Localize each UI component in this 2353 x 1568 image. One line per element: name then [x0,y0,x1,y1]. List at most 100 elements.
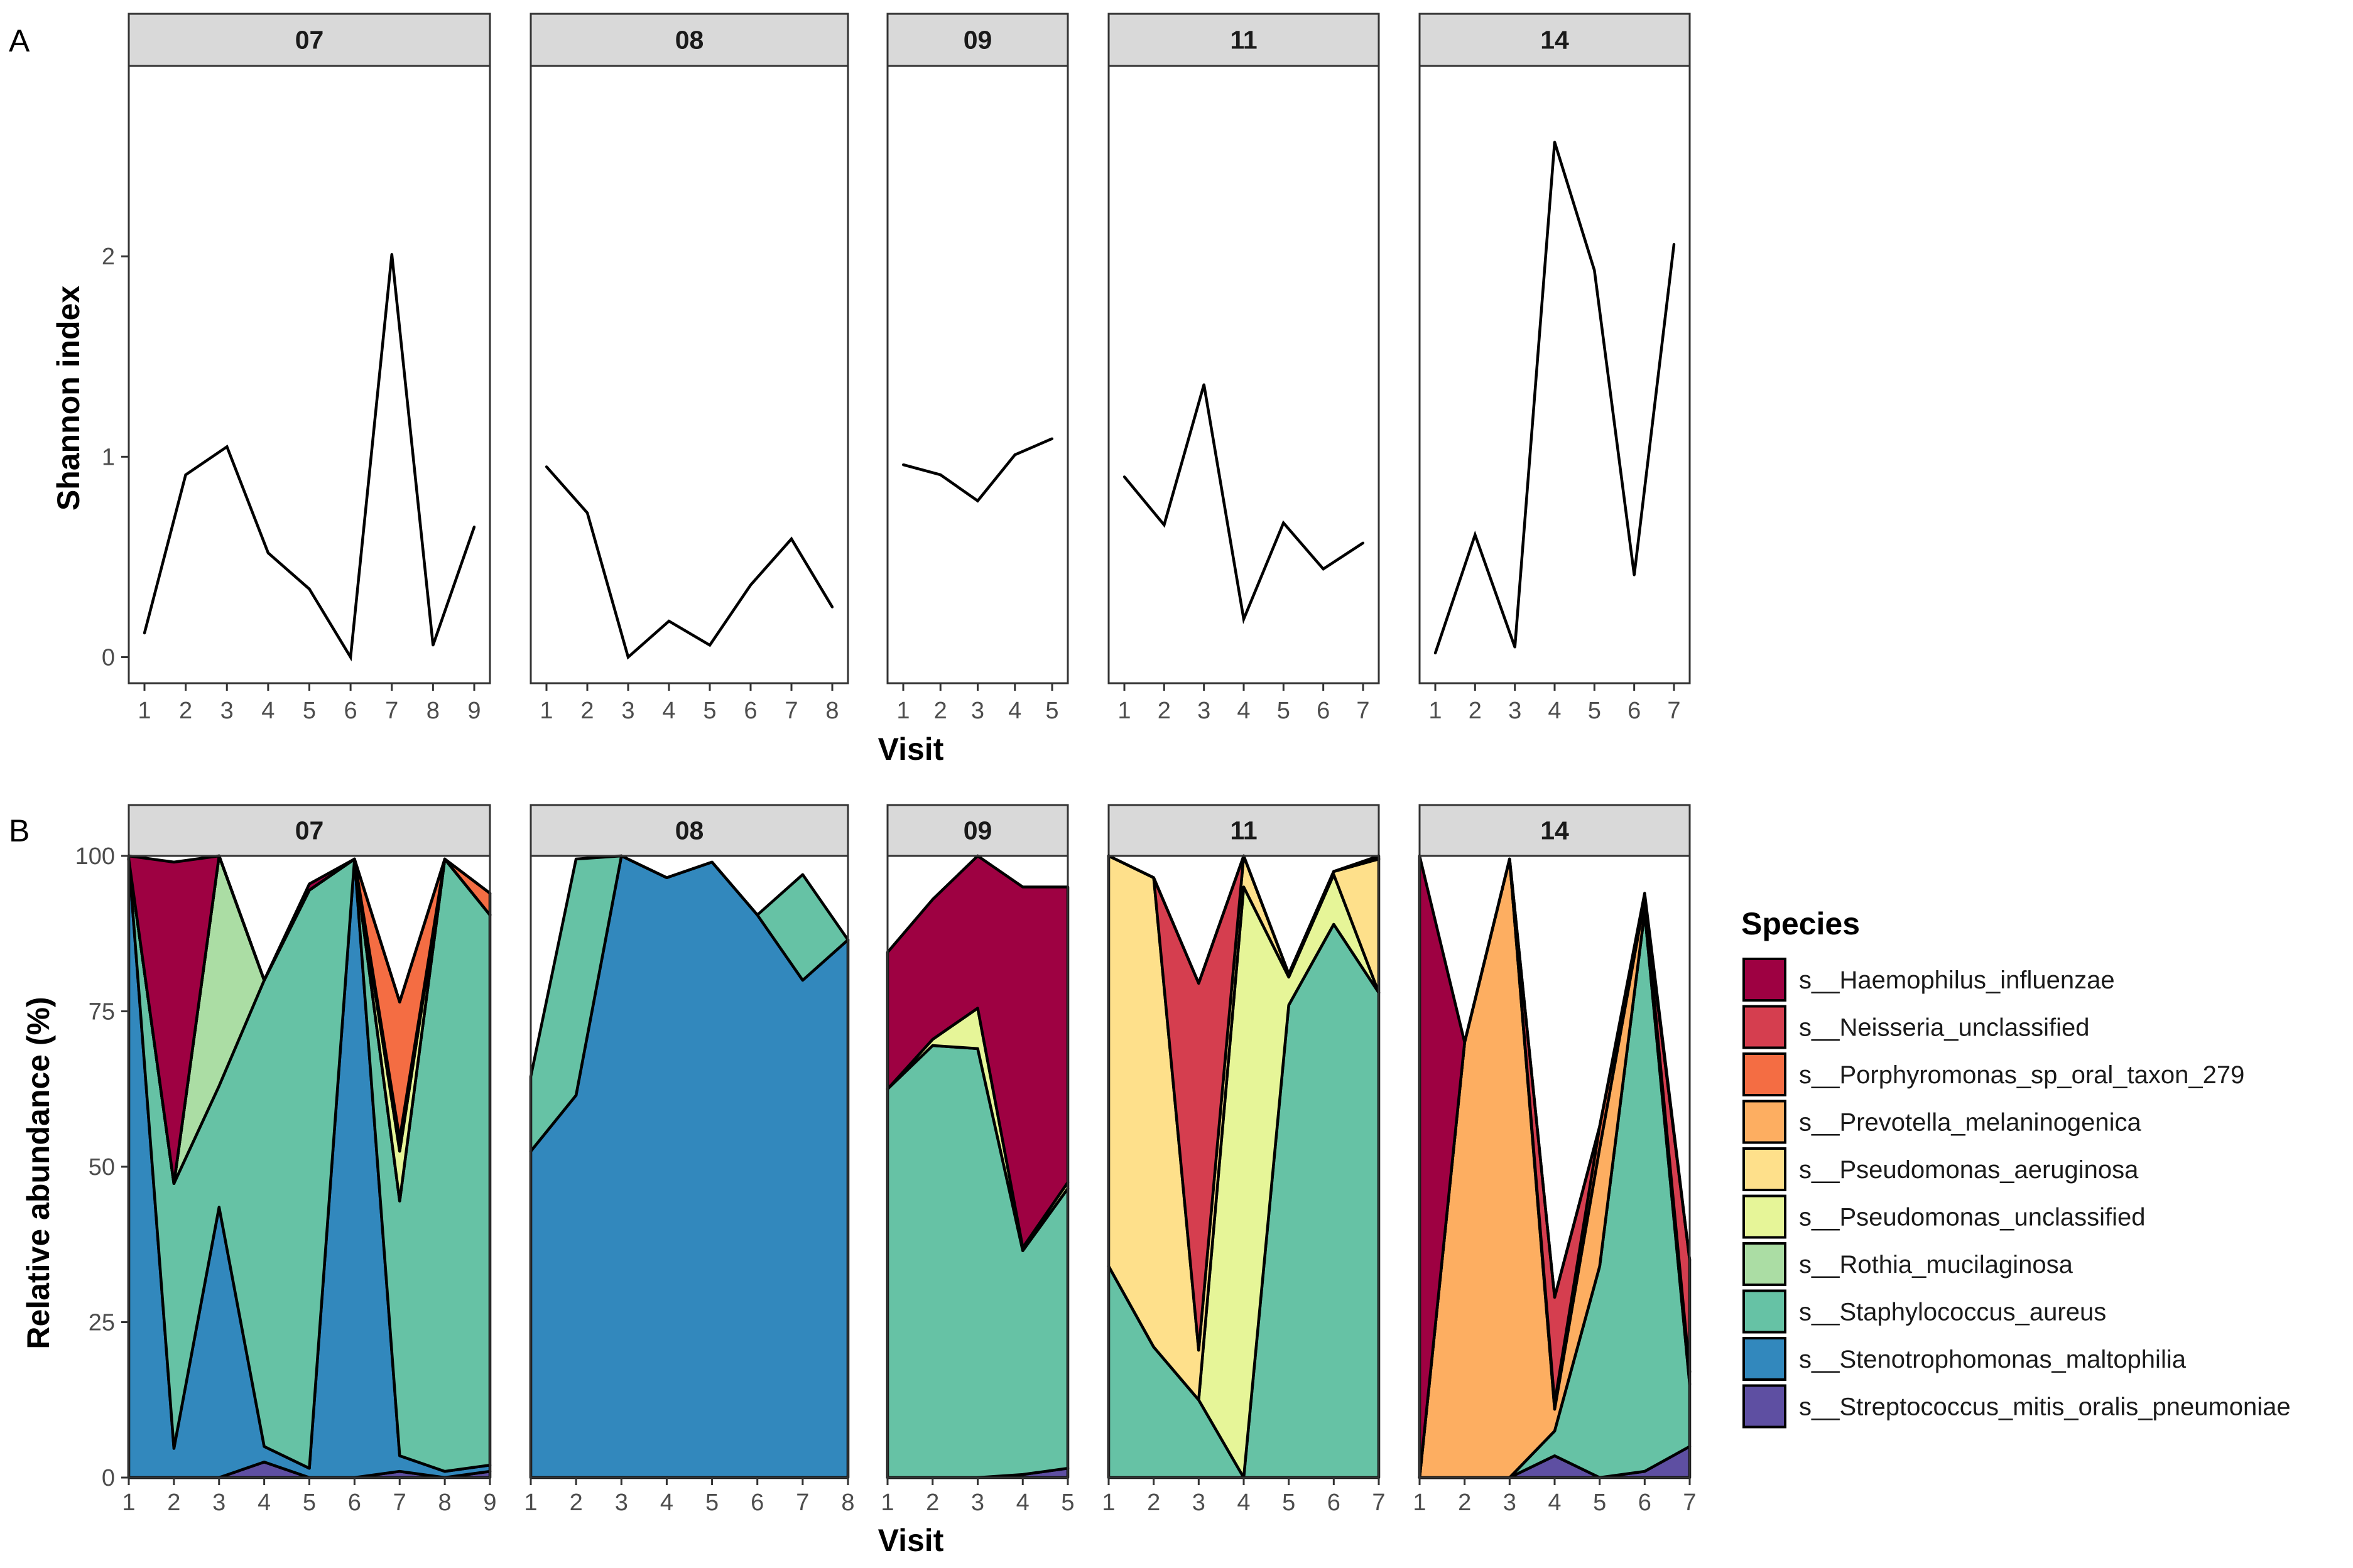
x-tick-label-a-08-3: 3 [621,698,634,724]
shannon-point-08-3 [627,656,629,659]
y-tick-label-b-75: 75 [89,999,115,1025]
x-tick-label-a-07-8: 8 [427,698,440,724]
x-tick-label-b-11-5: 5 [1282,1490,1295,1516]
x-tick-label-a-11-3: 3 [1197,698,1210,724]
x-tick-label-b-07-6: 6 [348,1490,361,1516]
x-tick-label-b-11-1: 1 [1102,1490,1115,1516]
x-tick-label-b-07-9: 9 [483,1490,496,1516]
x-tick-label-a-11-1: 1 [1117,698,1131,724]
legend-key-haemophilus-influenzae [1742,958,1786,1002]
x-tick-label-a-14-2: 2 [1469,698,1482,724]
shannon-point-08-8 [831,605,834,608]
legend-label-neisseria-unclassified: s__Neisseria_unclassified [1799,1014,2089,1042]
x-tick-label-a-08-2: 2 [580,698,594,724]
x-tick-label-a-11-5: 5 [1277,698,1290,724]
x-tick-label-b-08-8: 8 [841,1490,854,1516]
x-tick-label-a-07-9: 9 [467,698,481,724]
legend-label-prevotella-melaninogenica: s__Prevotella_melaninogenica [1799,1109,2142,1137]
shannon-point-08-2 [586,511,589,514]
x-tick-label-b-08-4: 4 [660,1490,673,1516]
x-tick-label-b-11-6: 6 [1327,1490,1340,1516]
facet-frame-a-09 [886,65,1069,684]
shannon-point-09-4 [1013,453,1016,457]
shannon-point-07-5 [308,587,311,590]
facet-strip-b-11 [1107,804,1380,857]
legend-key-neisseria-unclassified [1742,1005,1786,1049]
x-tick-label-a-11-2: 2 [1158,698,1171,724]
legend-key-stenotrophomonas-maltophilia [1742,1337,1786,1381]
legend-key-staphylococcus-aureus [1742,1289,1786,1334]
shannon-line-14 [1433,141,1676,654]
shannon-point-14-6 [1633,573,1636,576]
facet-label-b-08: 08 [675,816,704,845]
shannon-point-07-9 [473,526,475,529]
facet-label-a-08: 08 [675,26,704,55]
shannon-point-14-5 [1593,269,1596,272]
x-tick-label-a-09-4: 4 [1008,698,1021,724]
facet-label-a-14: 14 [1540,26,1569,55]
legend-label-streptococcus-mitis-oralis-pneumoniae: s__Streptococcus_mitis_oralis_pneumoniae [1799,1393,2291,1421]
x-tick-label-a-07-5: 5 [303,698,316,724]
shannon-point-08-4 [668,620,670,623]
x-tick-label-a-08-1: 1 [540,698,553,724]
x-tick-label-a-08-8: 8 [825,698,839,724]
legend-key-prevotella-melaninogenica [1742,1100,1786,1144]
shannon-line-08 [545,465,834,660]
x-tick-label-b-11-3: 3 [1192,1490,1205,1516]
x-tick-label-a-08-7: 7 [785,698,798,724]
x-tick-label-a-07-2: 2 [179,698,192,724]
x-tick-label-a-07-1: 1 [138,698,151,724]
shannon-point-14-7 [1673,243,1675,246]
y-tick-label-b-0: 0 [102,1465,115,1491]
facet-strip-a-09 [886,13,1069,67]
x-tick-label-b-07-3: 3 [212,1490,226,1516]
legend-label-porphyromonas-sp-oral-taxon-279: s__Porphyromonas_sp_oral_taxon_279 [1799,1061,2244,1089]
x-tick-label-b-14-5: 5 [1593,1490,1606,1516]
x-tick-label-b-09-2: 2 [926,1490,939,1516]
x-tick-label-b-09-4: 4 [1016,1490,1030,1516]
area-07-haemophilus-influenzae [127,854,492,1185]
y-tick-label-a-1: 1 [102,444,115,470]
legend-label-staphylococcus-aureus: s__Staphylococcus_aureus [1799,1299,2106,1326]
facet-strip-b-14 [1418,804,1691,857]
x-tick-label-b-07-1: 1 [122,1490,135,1516]
x-tick-label-b-11-7: 7 [1372,1490,1385,1516]
x-tick-label-a-11-6: 6 [1317,698,1330,724]
x-tick-label-a-14-5: 5 [1588,698,1601,724]
y-tick-label-b-50: 50 [89,1154,115,1181]
shannon-point-09-3 [976,499,979,502]
shannon-point-07-2 [184,473,187,477]
panel-b-y-axis-title: Relative abundance (%) [21,997,56,1349]
shannon-point-07-8 [432,644,435,647]
shannon-point-09-2 [939,473,942,477]
x-tick-label-a-07-6: 6 [344,698,357,724]
facet-label-b-11: 11 [1230,816,1257,845]
x-tick-label-a-07-4: 4 [261,698,274,724]
facet-strip-a-07 [128,13,491,67]
facet-frame-a-11 [1107,65,1380,684]
x-tick-label-a-08-5: 5 [703,698,716,724]
shannon-point-08-7 [790,538,793,541]
facet-strip-b-09 [886,804,1069,857]
shannon-point-08-6 [749,583,752,587]
x-tick-label-b-08-2: 2 [570,1490,583,1516]
shannon-line-07 [143,254,476,662]
x-tick-label-b-11-2: 2 [1147,1490,1160,1516]
x-tick-label-b-08-7: 7 [796,1490,809,1516]
shannon-point-07-6 [349,656,352,659]
x-tick-label-a-11-4: 4 [1237,698,1250,724]
legend-key-pseudomonas-unclassified [1742,1194,1786,1239]
x-tick-label-a-14-6: 6 [1628,698,1641,724]
panel-b-letter: B [9,813,30,848]
shannon-point-14-4 [1553,141,1556,144]
y-tick-label-a-0: 0 [102,645,115,671]
x-tick-label-a-14-3: 3 [1508,698,1521,724]
panel-a-y-axis-title: Shannon index [51,286,86,511]
x-tick-label-b-14-2: 2 [1458,1490,1471,1516]
x-tick-label-b-07-2: 2 [167,1490,180,1516]
legend-label-haemophilus-influenzae: s__Haemophilus_influenzae [1799,966,2115,994]
legend-key-streptococcus-mitis-oralis-pneumoniae [1742,1384,1786,1429]
x-tick-label-b-07-8: 8 [438,1490,452,1516]
